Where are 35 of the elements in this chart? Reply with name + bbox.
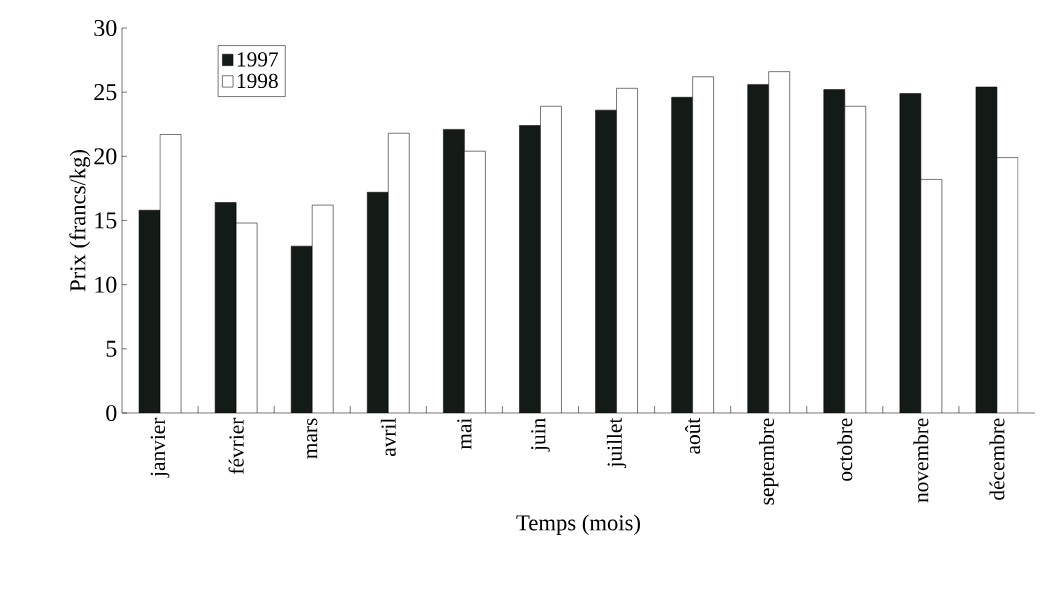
x-tick-label: septembre — [759, 418, 779, 505]
x-tick-label: mai — [457, 418, 472, 450]
x-tick-label: août — [685, 417, 701, 454]
bar — [975, 86, 998, 413]
x-tick-label: novembre — [913, 418, 929, 503]
bar — [443, 129, 465, 413]
bar — [823, 89, 845, 413]
bar — [747, 84, 769, 413]
bar — [899, 93, 921, 413]
x-tick-label: juin — [531, 418, 550, 452]
y-tick-label: 30 — [94, 19, 117, 37]
bar — [215, 202, 237, 413]
y-tick-label: 20 — [94, 148, 117, 165]
x-tick-label: mars — [307, 418, 318, 459]
x-tick-label: janvier — [150, 417, 170, 478]
legend-label: 1997 — [237, 52, 279, 67]
legend-label: 1998 — [237, 73, 278, 89]
y-tick-label: 5 — [106, 340, 117, 357]
bar — [671, 97, 693, 413]
bar — [367, 192, 389, 413]
x-tick-label: octobre — [837, 418, 853, 481]
y-tick-label: 15 — [95, 212, 117, 229]
bar — [139, 210, 161, 413]
y-tick-label: 0 — [106, 404, 117, 422]
bar — [519, 125, 541, 413]
bar — [291, 246, 313, 413]
y-tick-label: 10 — [95, 276, 117, 293]
x-tick-label: avril — [380, 418, 396, 457]
x-tick-label: février — [228, 417, 244, 474]
x-axis-title: Temps (mois) — [516, 514, 640, 536]
y-tick-label: 25 — [94, 84, 117, 101]
x-tick-label: juillet — [606, 417, 627, 469]
x-tick-label: décembre — [989, 418, 1005, 500]
y-axis-title: Prix (francs/kg) — [69, 150, 91, 292]
bar — [595, 110, 617, 413]
